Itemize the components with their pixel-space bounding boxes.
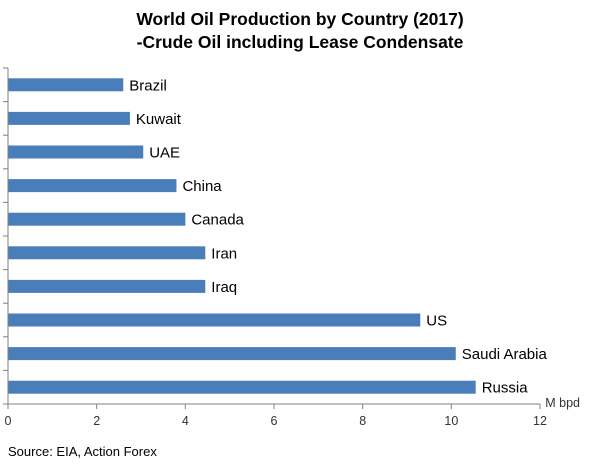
category-label-saudi-arabia: Saudi Arabia — [462, 346, 548, 363]
chart-title: World Oil Production by Country (2017) -… — [0, 8, 600, 54]
x-tick-label: 0 — [5, 414, 12, 428]
category-label-russia: Russia — [482, 380, 529, 397]
x-tick-label: 8 — [359, 414, 366, 428]
axes-group: 0 2 4 6 8 10 12 M bpd — [3, 67, 580, 428]
bar-uae — [8, 145, 144, 159]
x-tick-label: 6 — [271, 414, 278, 428]
bar-iraq — [8, 279, 206, 293]
bar-saudi-arabia — [8, 347, 456, 361]
category-label-iraq: Iraq — [211, 279, 237, 296]
x-axis-unit-label: M bpd — [545, 396, 580, 410]
chart-title-line1: World Oil Production by Country (2017) — [136, 9, 464, 29]
bar-canada — [8, 212, 186, 226]
category-label-iran: Iran — [211, 245, 237, 262]
category-label-kuwait: Kuwait — [136, 111, 182, 128]
chart-title-line2: -Crude Oil including Lease Condensate — [136, 32, 464, 52]
x-tick-label: 4 — [182, 414, 189, 428]
x-tick-label: 10 — [444, 414, 458, 428]
category-label-canada: Canada — [191, 212, 244, 229]
bar-russia — [8, 380, 476, 394]
source-note: Source: EIA, Action Forex — [8, 444, 157, 459]
bar-us — [8, 313, 421, 327]
bar-brazil — [8, 78, 124, 92]
x-tick-label: 2 — [93, 414, 100, 428]
category-label-china: China — [182, 178, 222, 195]
category-label-uae: UAE — [149, 145, 180, 162]
category-label-brazil: Brazil — [129, 77, 167, 94]
bar-kuwait — [8, 111, 130, 125]
bar-iran — [8, 246, 206, 260]
bars-group — [8, 78, 476, 394]
x-tick-label: 12 — [533, 414, 547, 428]
bar-china — [8, 179, 177, 193]
category-label-us: US — [426, 313, 447, 330]
